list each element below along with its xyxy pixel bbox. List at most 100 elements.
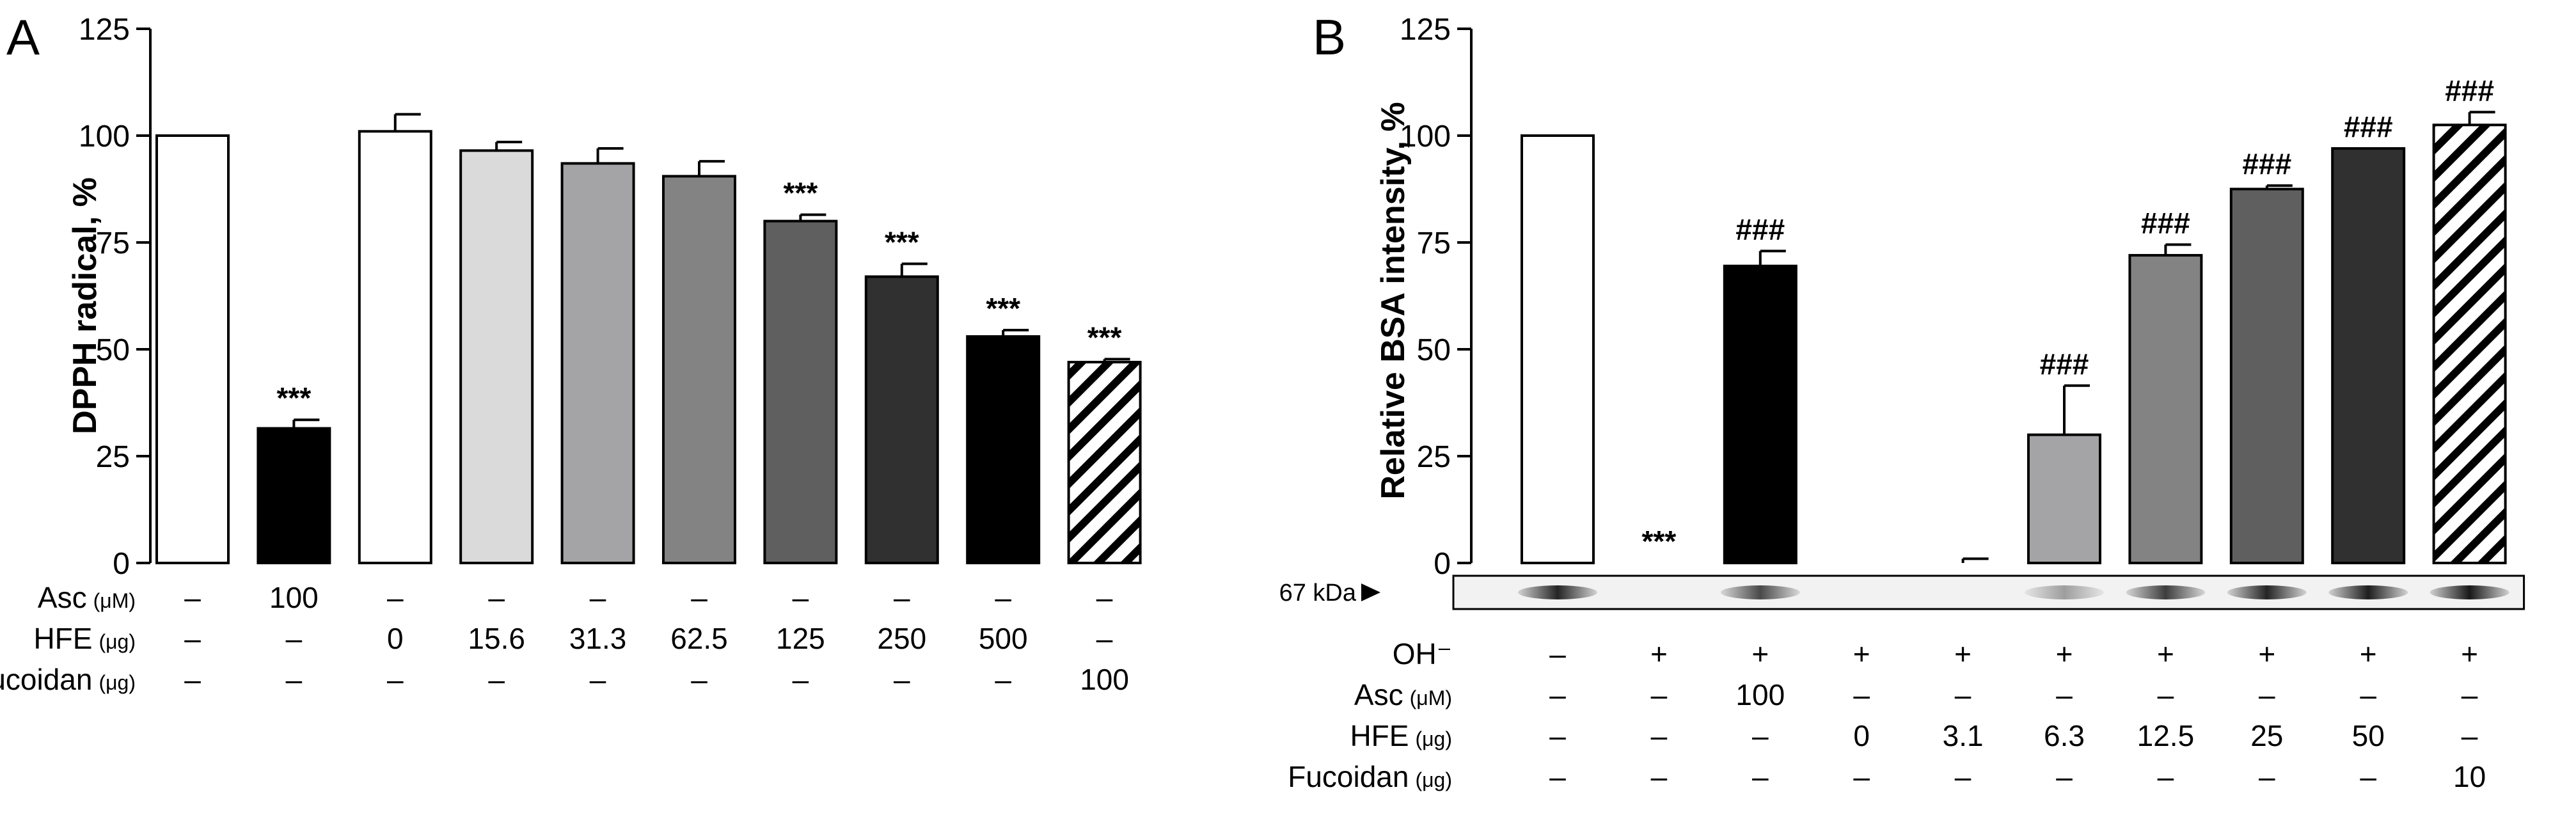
panel-b-letter: B	[1313, 9, 1346, 65]
panel-b-plot: 0 25 50 75 100 125 *** ### ### ### ### ### ###	[1400, 13, 2507, 581]
panel-a-conditions-table: Asc (μM) – 100 – – – – – – – – HFE (μg) – – 0 15.6 31.3 62.…	[0, 581, 1129, 696]
bar	[662, 175, 736, 564]
condition-value: +	[1751, 637, 1769, 670]
y-tick-label: 50	[1417, 333, 1451, 367]
blot-band	[1720, 585, 1800, 599]
bar	[2027, 433, 2101, 564]
condition-value: –	[1651, 760, 1668, 793]
condition-label: HFE (μg)	[33, 622, 136, 655]
condition-value: –	[2360, 678, 2376, 711]
significance-label: ***	[277, 381, 312, 415]
blot-band	[1518, 585, 1597, 599]
bar	[966, 335, 1041, 565]
condition-value: –	[387, 581, 404, 614]
condition-value: 125	[776, 622, 825, 655]
significance-label: ***	[1642, 525, 1677, 558]
bar	[763, 219, 838, 565]
blot-band	[2227, 585, 2307, 599]
condition-value: 100	[1080, 663, 1129, 696]
blot-arrow-icon	[1361, 583, 1380, 601]
condition-label: HFE (μg)	[1350, 719, 1452, 752]
condition-label: OH⁻	[1393, 637, 1452, 670]
condition-value: 0	[387, 622, 404, 655]
condition-value: 6.3	[2044, 719, 2085, 752]
condition-value: +	[1954, 637, 1972, 670]
significance-label: ###	[2242, 147, 2291, 180]
condition-value: –	[793, 663, 809, 696]
condition-value: –	[1752, 760, 1769, 793]
bar-hatched	[1067, 361, 1142, 564]
blot-band	[2025, 585, 2104, 599]
condition-value: –	[894, 663, 910, 696]
condition-value: –	[1096, 622, 1113, 655]
condition-value: +	[2360, 637, 2377, 670]
y-tick-label: 50	[96, 333, 130, 367]
y-tick-label: 0	[1434, 547, 1451, 581]
bar	[2229, 187, 2304, 564]
condition-value: –	[488, 663, 505, 696]
condition-value: –	[286, 622, 303, 655]
condition-value: –	[590, 581, 606, 614]
condition-value: –	[995, 581, 1011, 614]
condition-value: –	[1096, 581, 1113, 614]
condition-value: –	[793, 581, 809, 614]
condition-value: –	[1752, 719, 1769, 752]
condition-value: +	[2056, 637, 2073, 670]
panel-a-letter: A	[6, 9, 40, 65]
y-tick-label: 125	[1400, 13, 1451, 47]
condition-value: –	[184, 581, 201, 614]
significance-label: ***	[1087, 321, 1122, 354]
condition-value: 0	[1853, 719, 1870, 752]
condition-value: –	[1549, 760, 1566, 793]
blot-band	[2126, 585, 2206, 599]
condition-value: 62.5	[670, 622, 728, 655]
blot-band	[2328, 585, 2408, 599]
condition-label: Asc (μM)	[1354, 678, 1452, 711]
condition-value: –	[1651, 719, 1668, 752]
y-tick-label: 0	[113, 547, 130, 581]
panel-b: B Relative BSA intensity, % 025507510012…	[1279, 9, 2525, 793]
bar	[2331, 147, 2406, 565]
condition-value: –	[2259, 760, 2275, 793]
condition-value: –	[1955, 678, 1972, 711]
panel-b-western-blot: 67 kDa	[1279, 574, 2525, 610]
condition-label: Fucoidan(μg)	[1288, 760, 1452, 793]
condition-value: –	[184, 622, 201, 655]
condition-value: –	[1853, 760, 1870, 793]
condition-value: –	[2360, 760, 2376, 793]
significance-label: ###	[2141, 206, 2190, 239]
condition-value: –	[2461, 678, 2478, 711]
panel-a-plot: 0 25 50 75 100 125 *** *** *** *** ***	[79, 13, 1142, 581]
condition-value: 500	[979, 622, 1028, 655]
condition-value: –	[1549, 637, 1566, 670]
condition-value: –	[2056, 678, 2073, 711]
y-tick-label: 100	[79, 120, 130, 154]
condition-value: –	[590, 663, 606, 696]
condition-value: +	[1853, 637, 1870, 670]
condition-label: Asc (μM)	[38, 581, 136, 614]
bar	[358, 130, 432, 564]
condition-value: 25	[2250, 719, 2283, 752]
significance-label: ***	[784, 177, 818, 210]
condition-value: –	[2158, 678, 2174, 711]
y-tick-label: 100	[1400, 120, 1451, 154]
panel-b-y-axis-label: Relative BSA intensity, %	[1375, 102, 1412, 499]
significance-label: ###	[2445, 74, 2494, 107]
condition-value: +	[1650, 637, 1668, 670]
condition-label: Fucoidan(μg)	[0, 663, 136, 696]
blot-band	[2430, 585, 2509, 599]
condition-value: –	[387, 663, 404, 696]
bar	[1723, 264, 1798, 564]
condition-value: +	[2157, 637, 2174, 670]
condition-value: +	[2258, 637, 2275, 670]
significance-label: ###	[1735, 212, 1785, 246]
bar	[459, 149, 534, 564]
condition-value: –	[2056, 760, 2073, 793]
panel-a: A DPPH radical, % 0 25 50 75 100 125 *** *** ***…	[0, 9, 1142, 696]
condition-value: 100	[1735, 678, 1785, 711]
bar	[2128, 254, 2203, 564]
condition-value: 10	[2453, 760, 2486, 793]
bar	[1521, 134, 1595, 564]
condition-value: –	[1549, 678, 1566, 711]
